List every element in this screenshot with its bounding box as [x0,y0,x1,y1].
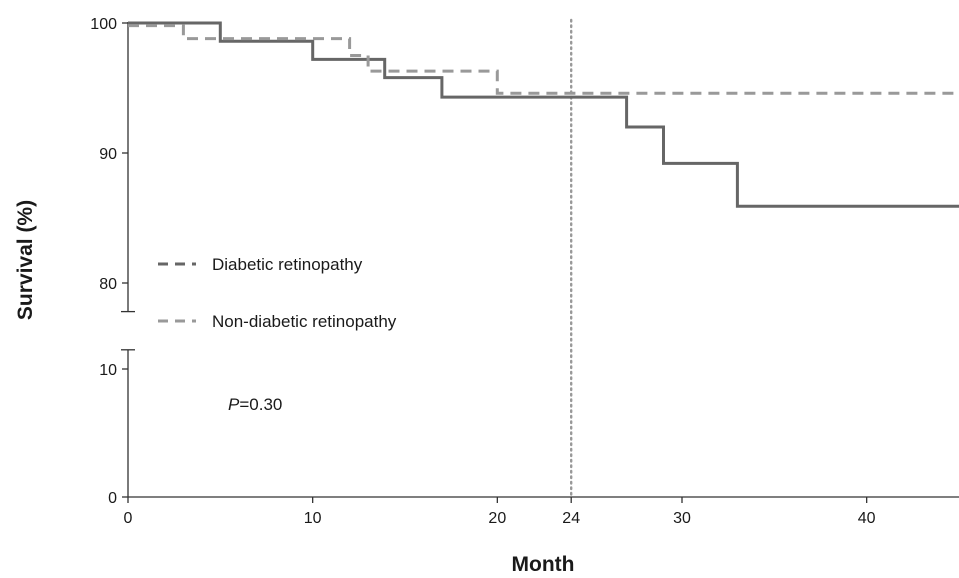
y-tick-label: 10 [99,362,117,379]
y-tick-label: 0 [108,490,117,507]
x-tick-label: 20 [488,510,506,527]
p-symbol: P [228,395,240,414]
legend-label-non-diabetic: Non-diabetic retinopathy [212,312,397,331]
chart-axes: 0 10 20 24 30 40 0 10 80 90 100 [90,16,959,527]
legend: Diabetic retinopathy Non-diabetic retino… [158,255,397,331]
y-tick-label: 90 [99,146,117,163]
p-value: =0.30 [239,395,282,414]
x-tick-label: 30 [673,510,691,527]
x-tick-label: 0 [124,510,133,527]
y-axis-title: Survival (%) [14,200,37,320]
series-line-non-diabetic [128,24,959,95]
x-tick-label: 40 [858,510,876,527]
legend-label-diabetic: Diabetic retinopathy [212,255,363,274]
x-tick-label: 24 [562,510,580,527]
y-tick-label: 100 [90,16,117,33]
p-value-annotation: P=0.30 [228,395,282,414]
y-tick-label: 80 [99,276,117,293]
x-tick-label: 10 [304,510,322,527]
series-line-diabetic [128,21,959,208]
series-layer [128,21,959,208]
x-axis-title: Month [512,553,575,576]
